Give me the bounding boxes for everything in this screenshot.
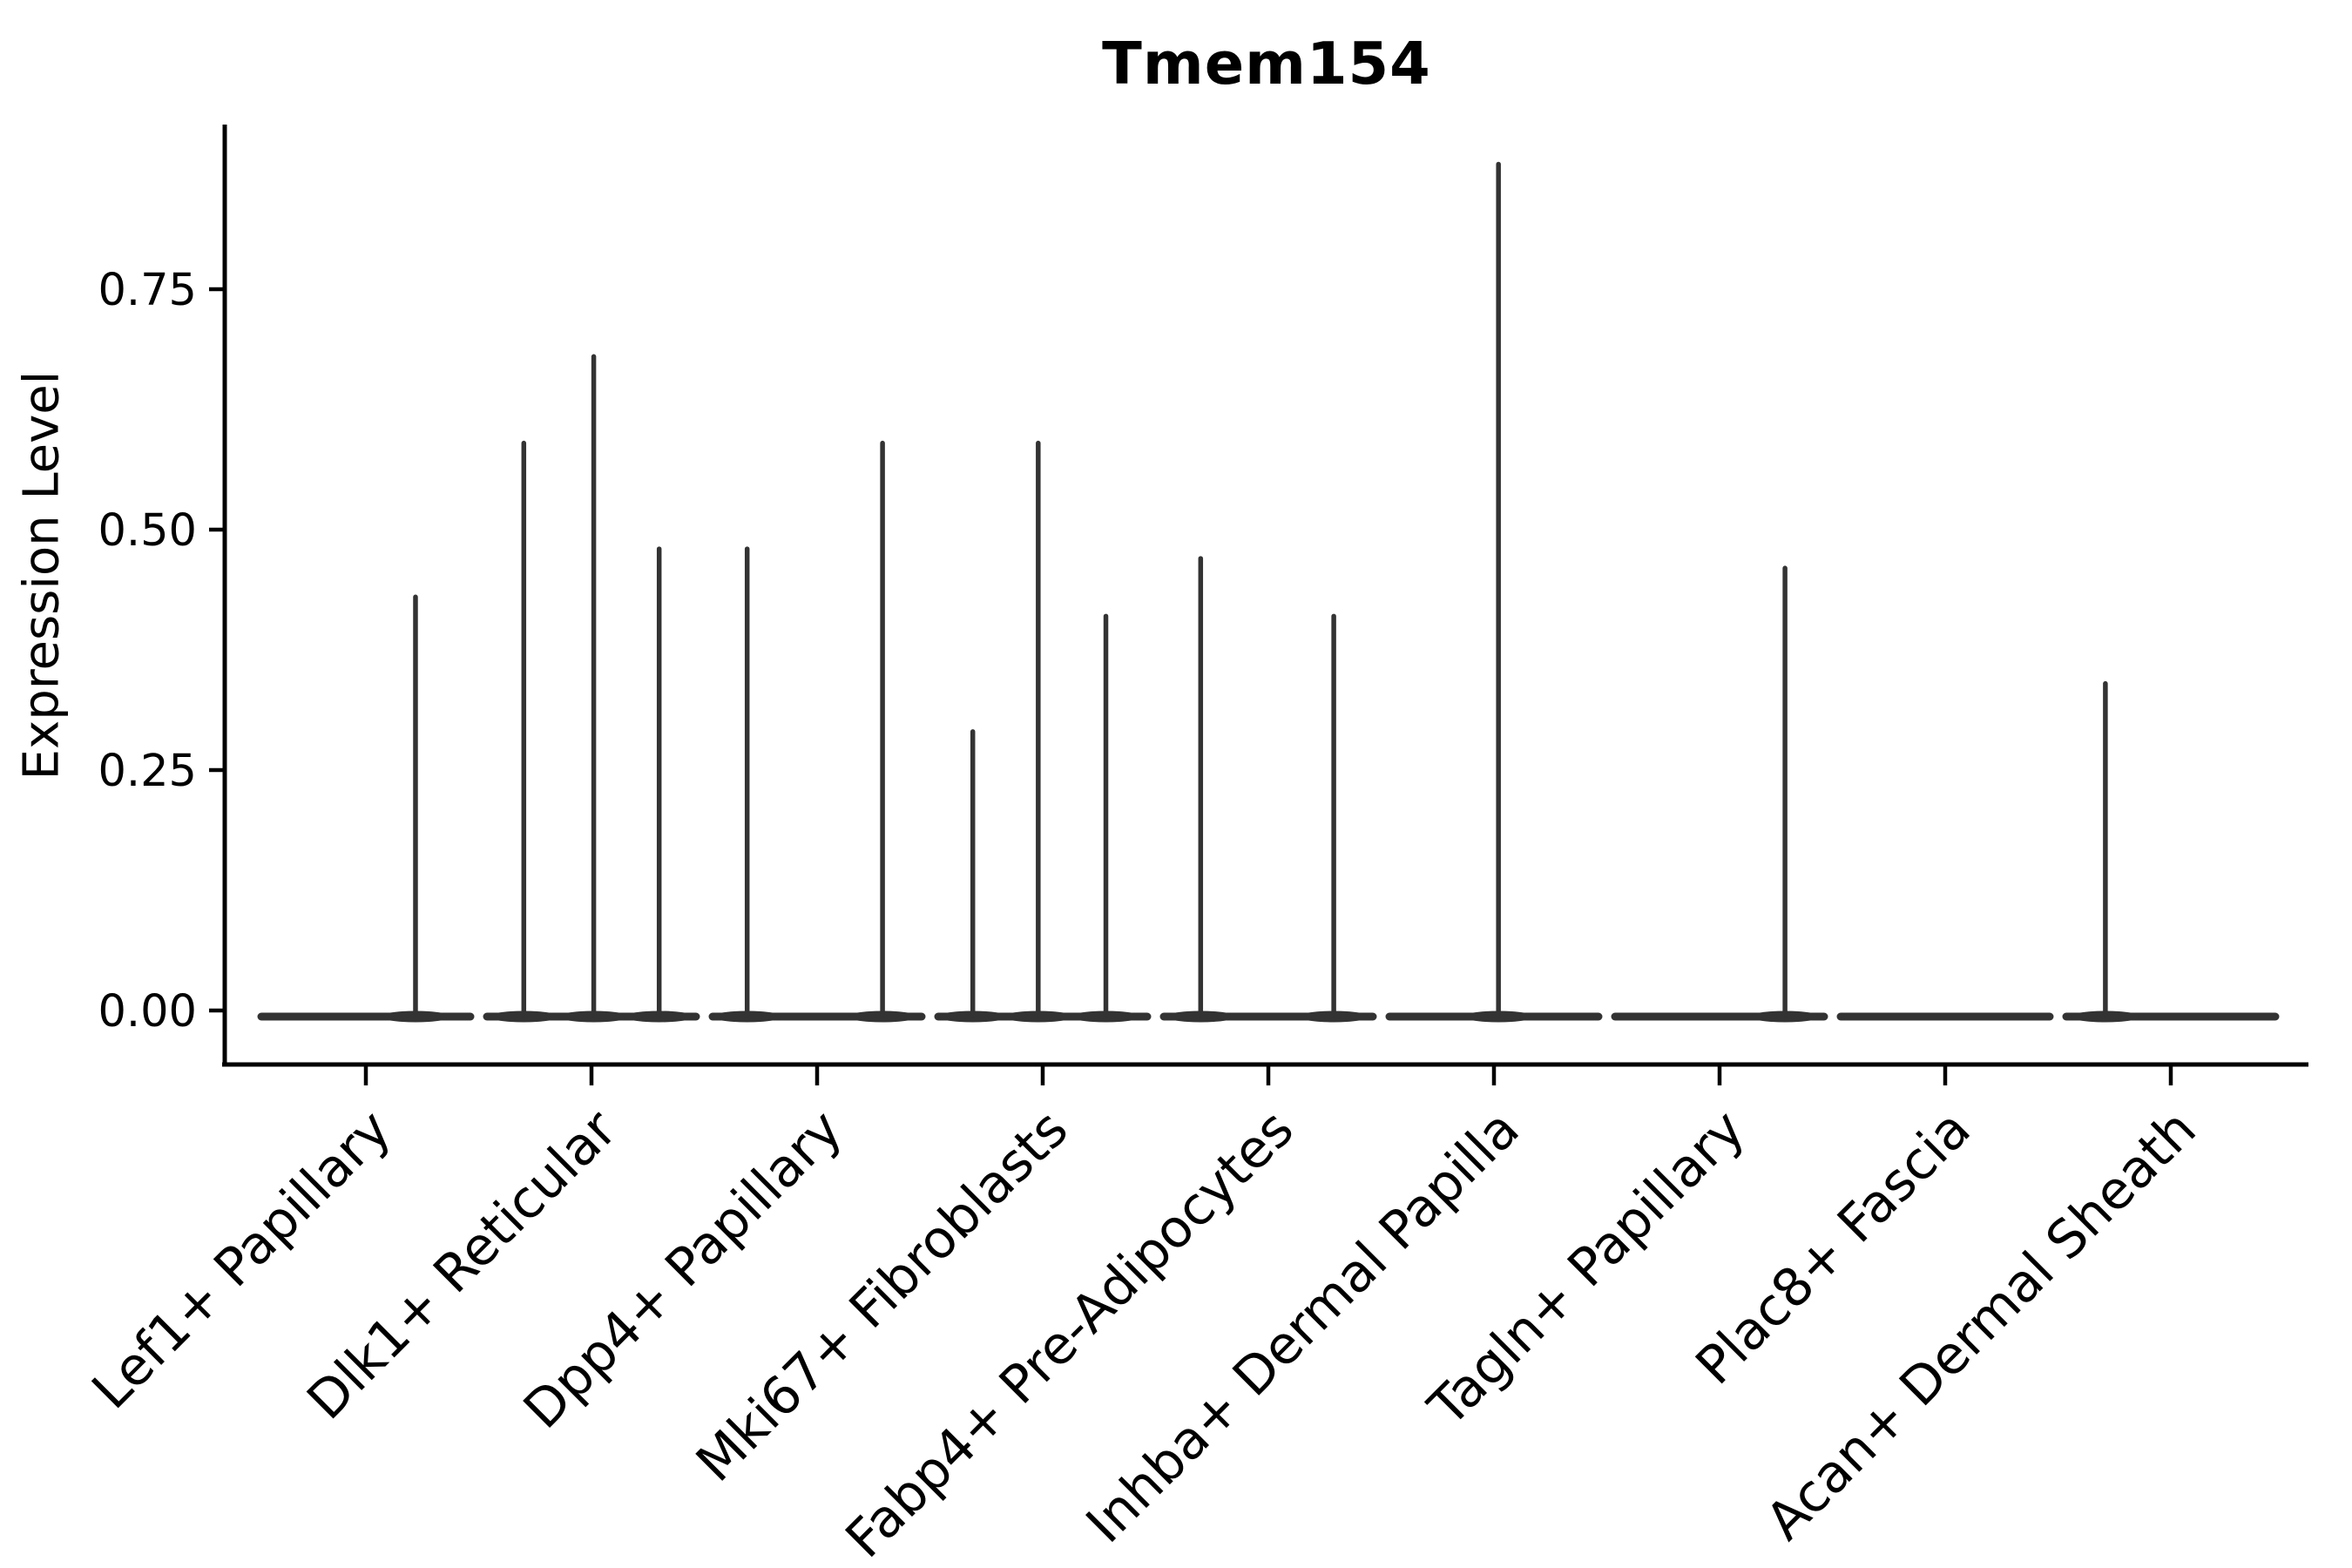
- y-tick-label: 0.75: [98, 265, 197, 316]
- y-axis-label: Expression Level: [13, 370, 71, 781]
- x-tick-label-8: Acan+ Dermal Sheath: [1754, 1098, 2208, 1552]
- x-tick-label-5: Inhba+ Dermal Papilla: [1075, 1098, 1531, 1555]
- x-tick-label-3: Mki67+ Fibroblasts: [685, 1098, 1080, 1494]
- y-tick-label: 0.50: [98, 505, 197, 557]
- y-tick-label: 0.25: [98, 746, 197, 797]
- x-tick-label-4: Fabp4+ Pre-Adipocytes: [835, 1098, 1306, 1568]
- y-tick-label: 0.00: [98, 986, 197, 1037]
- chart-title: Tmem154: [1102, 30, 1431, 98]
